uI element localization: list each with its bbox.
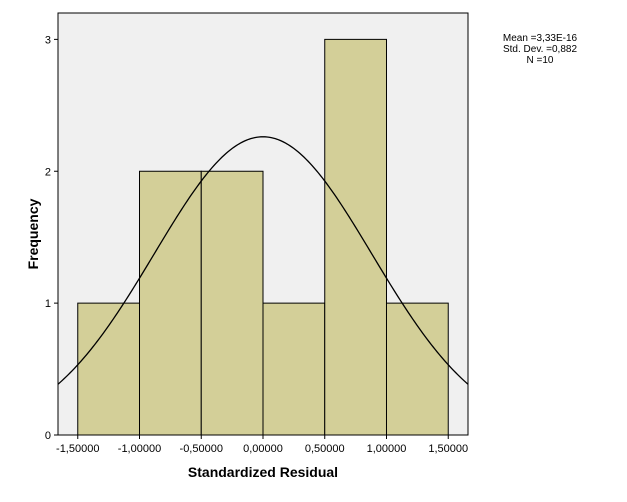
y-tick-label: 0 — [45, 430, 51, 442]
x-tick-label: 1,50000 — [428, 443, 468, 455]
histogram-bar-6 — [385, 302, 449, 436]
y-tick-label: 2 — [45, 166, 51, 178]
x-tick-label: 0,00000 — [243, 443, 283, 455]
n-stat: N =10 — [527, 55, 554, 66]
histogram-bar-5 — [324, 38, 387, 436]
y-axis-title: Frequency — [25, 198, 41, 269]
x-tick-label: -0,50000 — [180, 443, 223, 455]
bars-group — [77, 38, 449, 436]
histogram-bar-4 — [262, 302, 326, 436]
mean-stat: Mean =3,33E-16 — [503, 33, 578, 44]
std-dev-stat: Std. Dev. =0,882 — [503, 44, 577, 55]
x-tick-label: -1,00000 — [118, 443, 161, 455]
axes-group: 0 1 2 3 -1,50000 -1,00000 -0,50000 0,00000 0,500… — [45, 34, 468, 455]
x-tick-label: 0,50000 — [305, 443, 345, 455]
histogram-bar-1 — [77, 302, 141, 436]
y-tick-label: 1 — [45, 298, 51, 310]
y-tick-label: 3 — [45, 34, 51, 46]
x-axis-title: Standardized Residual — [188, 464, 338, 480]
histogram-bar-2 — [139, 170, 202, 436]
x-tick-label: -1,50000 — [56, 443, 99, 455]
normal-curve — [57, 136, 469, 385]
histogram-bar-3 — [200, 170, 264, 436]
x-tick-label: 1,00000 — [367, 443, 407, 455]
